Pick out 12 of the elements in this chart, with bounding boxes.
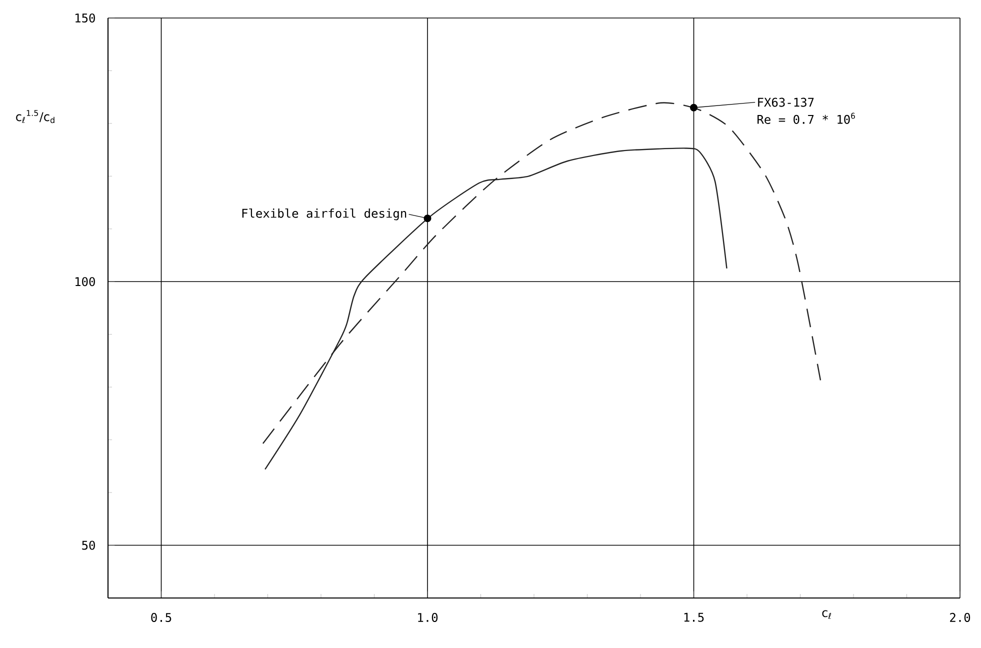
x-tick-label: 2.0: [950, 612, 970, 622]
y-tick-label: 50: [82, 540, 95, 550]
y-axis-title: c$_{ℓ}$$^{1.5}$/c$_{d}$: [16, 110, 54, 124]
y-tick-label: 100: [76, 277, 95, 286]
x-axis-title: c$_{ℓ}$: [822, 610, 832, 619]
annotation: Re = 0.7 * 10$^{6}$: [758, 112, 855, 124]
annotation: FX63-137: [758, 98, 814, 107]
x-tick-label: 1.0: [418, 612, 438, 622]
annotation: Flexible airfoil design: [242, 208, 406, 220]
x-tick-label: 0.5: [151, 612, 172, 622]
x-tick-label: 1.5: [684, 612, 704, 622]
y-tick-label: 150: [76, 13, 95, 23]
